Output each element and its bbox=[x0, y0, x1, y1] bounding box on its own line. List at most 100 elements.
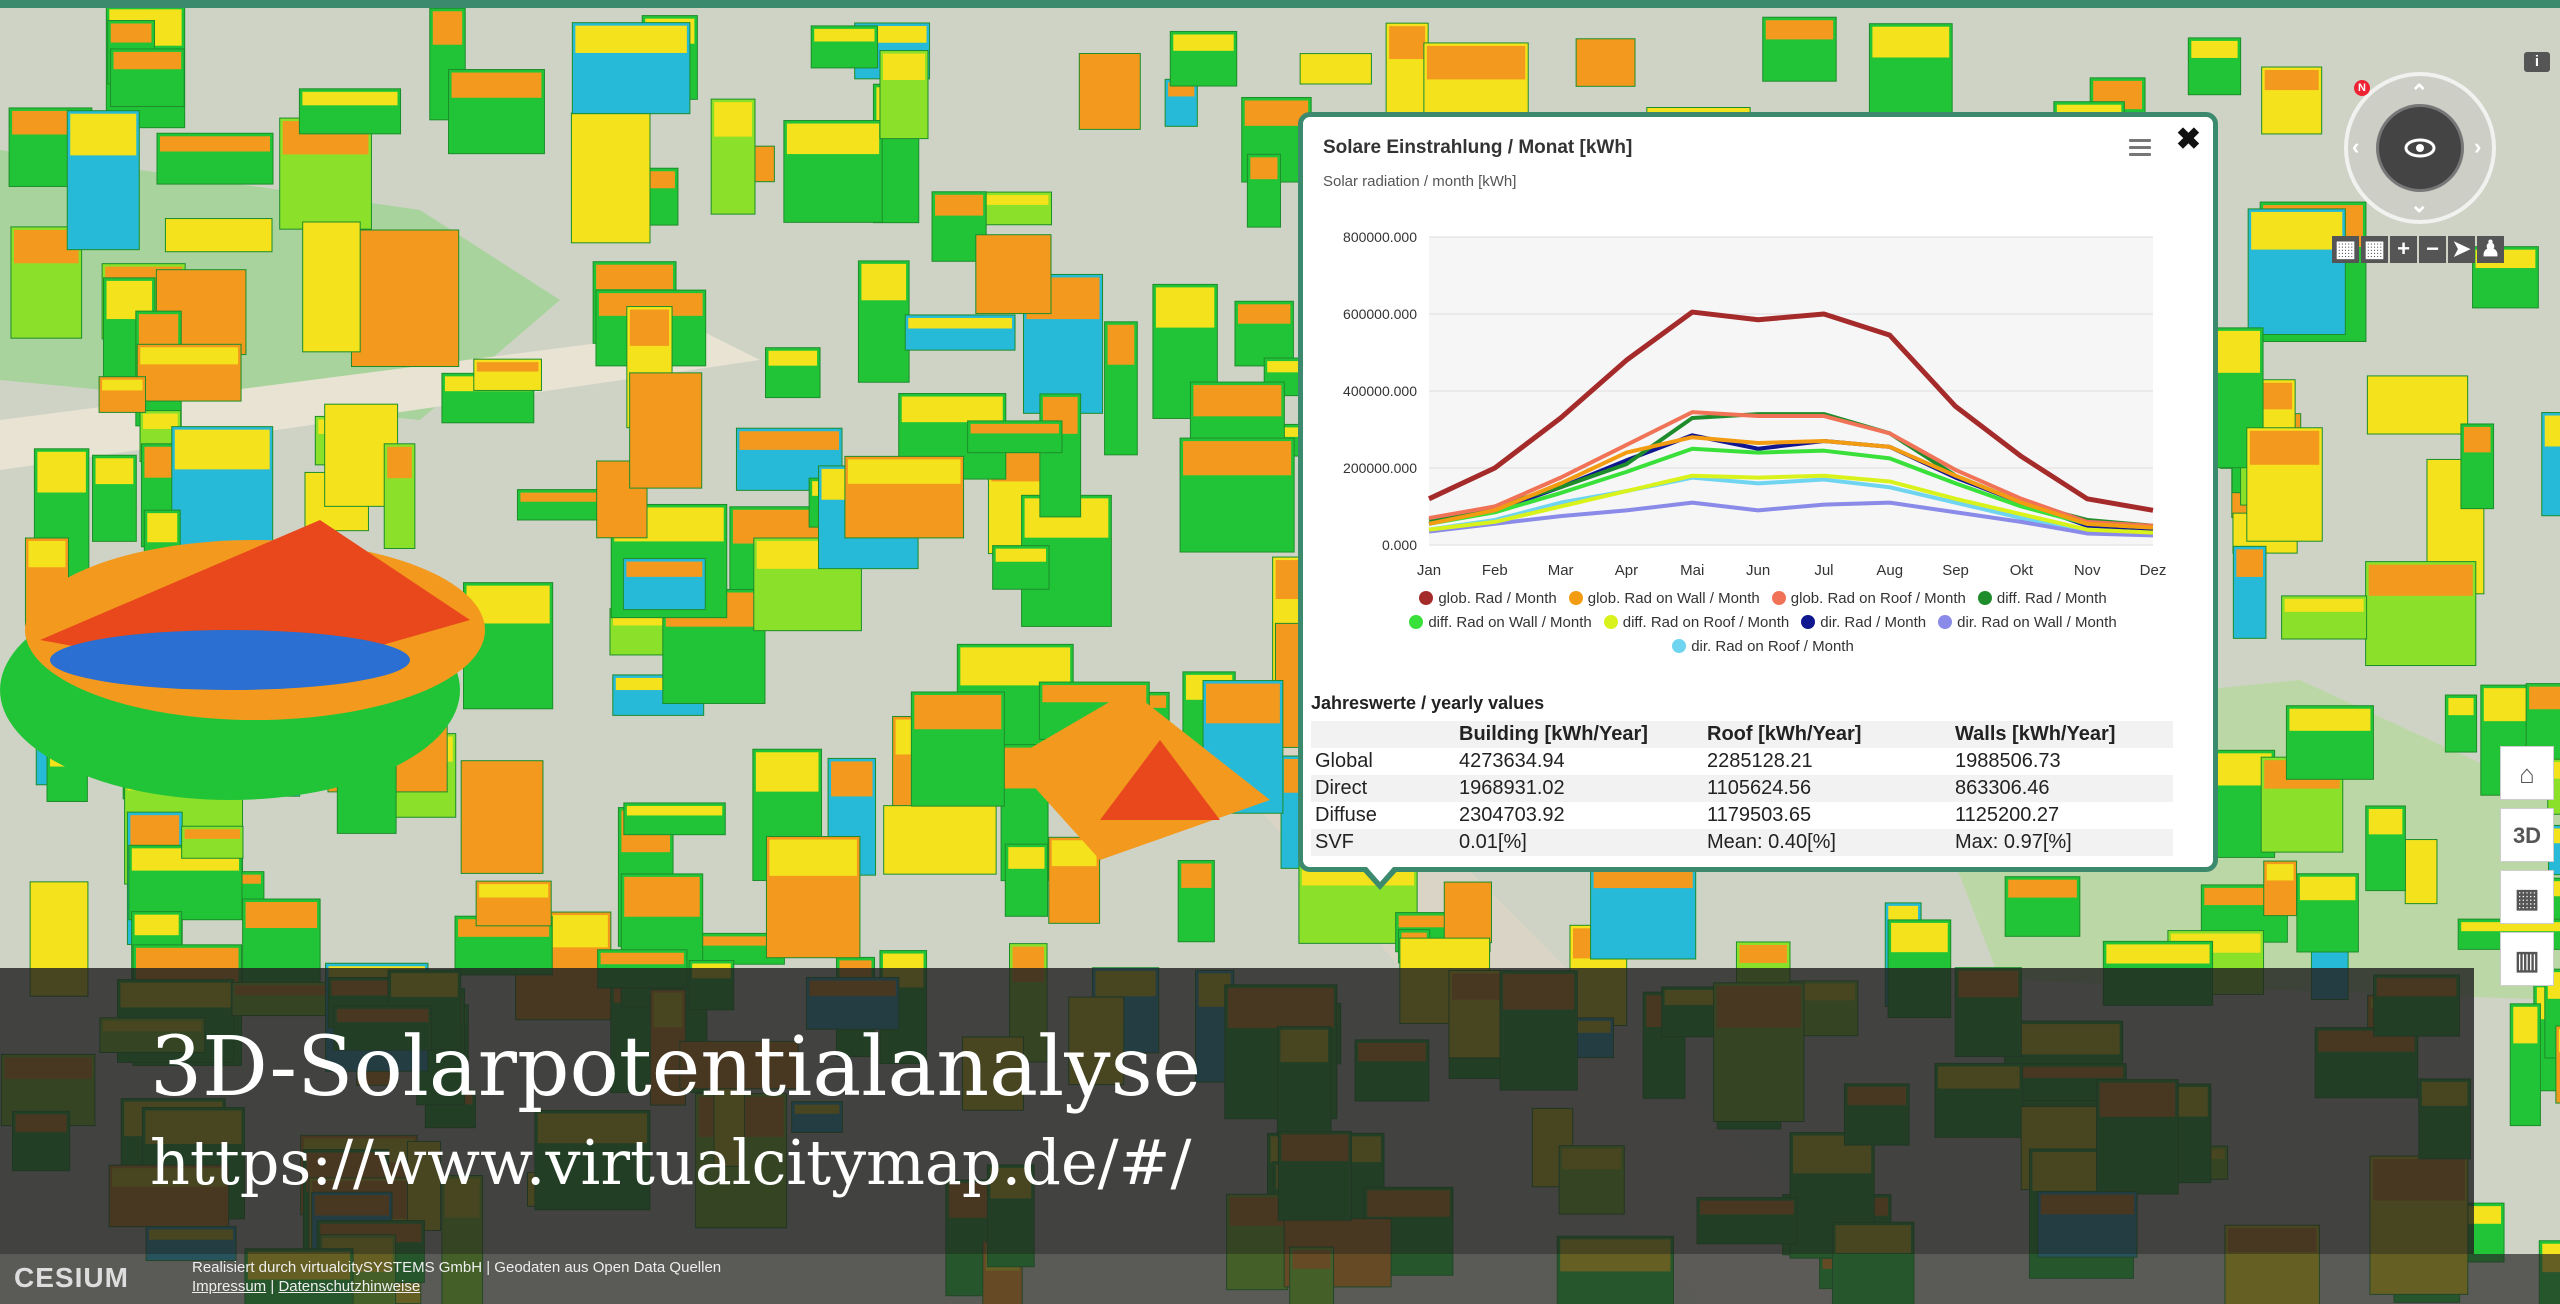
building-roof bbox=[629, 309, 670, 346]
building-roof bbox=[1237, 304, 1291, 324]
x-tick-label: Okt bbox=[2010, 562, 2034, 579]
building-roof bbox=[914, 694, 1002, 730]
building-roof bbox=[2551, 828, 2560, 844]
table-cell: SVF bbox=[1311, 829, 1455, 856]
table-cell: 2285128.21 bbox=[1703, 748, 1951, 775]
north-indicator-icon: N bbox=[2354, 80, 2370, 96]
building-roof bbox=[479, 884, 549, 898]
table-cell: 2304703.92 bbox=[1455, 802, 1703, 829]
building-roof bbox=[95, 458, 134, 485]
table-header: Roof [kWh/Year] bbox=[1703, 721, 1951, 748]
legend-item[interactable]: glob. Rad / Month bbox=[1419, 587, 1557, 611]
top-accent-bar bbox=[0, 0, 2560, 8]
legend-label: dir. Rad on Roof / Month bbox=[1691, 638, 1854, 655]
building-roof bbox=[632, 375, 699, 411]
building-roof bbox=[575, 25, 687, 53]
building-roof bbox=[1426, 45, 1526, 80]
building-roof bbox=[2558, 1028, 2560, 1053]
building-roof bbox=[755, 752, 819, 792]
legend-item[interactable]: dir. Rad on Roof / Month bbox=[1672, 635, 1854, 659]
building-roof bbox=[769, 839, 857, 876]
chart-title: Solare Einstrahlung / Monat [kWh] bbox=[1323, 137, 1633, 158]
home-button[interactable]: ⌂ bbox=[2500, 746, 2554, 800]
building-roof bbox=[995, 548, 1047, 562]
2d-map-button[interactable]: ▥ bbox=[2500, 932, 2554, 986]
rotate-right-icon[interactable]: › bbox=[2474, 134, 2482, 159]
building-roof bbox=[451, 72, 542, 98]
datenschutz-link[interactable]: Datenschutzhinweise bbox=[278, 1278, 421, 1295]
legend-dot-icon bbox=[1938, 615, 1953, 629]
building-roof bbox=[1389, 26, 1426, 60]
building-roof bbox=[2529, 686, 2560, 710]
x-tick-label: Dez bbox=[2140, 562, 2167, 579]
building-roof bbox=[2370, 378, 2465, 397]
info-button[interactable]: i bbox=[2524, 52, 2550, 72]
eye-icon[interactable] bbox=[2376, 104, 2464, 192]
building-roof bbox=[1173, 34, 1234, 51]
building-roof bbox=[2251, 211, 2343, 250]
building-roof bbox=[2550, 762, 2560, 779]
legend-item[interactable]: glob. Rad on Wall / Month bbox=[1568, 587, 1760, 611]
rotate-left-icon[interactable]: ‹ bbox=[2352, 134, 2360, 159]
zoom-out-button[interactable]: − bbox=[2419, 236, 2446, 263]
tilt-up-icon[interactable]: ⌃ bbox=[2410, 80, 2429, 105]
table-row: Direct 1968931.02 1105624.56 863306.46 bbox=[1311, 775, 2173, 802]
compass-icon[interactable]: ⌃ ⌄ ‹ › bbox=[2344, 72, 2496, 224]
pedestrian-button[interactable]: ♟ bbox=[2477, 236, 2504, 263]
building-roof bbox=[596, 264, 674, 290]
table-cell: 1968931.02 bbox=[1455, 775, 1703, 802]
building-roof bbox=[2191, 40, 2238, 58]
legend-dot-icon bbox=[1603, 615, 1618, 629]
legend-dot-icon bbox=[1568, 591, 1583, 605]
table-row: SVF 0.01[%] Mean: 0.40[%] Max: 0.97[%] bbox=[1311, 829, 2173, 856]
building-roof bbox=[768, 350, 818, 366]
impressum-link[interactable]: Impressum bbox=[192, 1278, 267, 1295]
building-roof bbox=[814, 28, 875, 42]
legend-label: glob. Rad / Month bbox=[1438, 590, 1557, 607]
banner-title: 3D-Solarpotentialanalyse bbox=[150, 1020, 1202, 1115]
table-header bbox=[1311, 721, 1455, 748]
table-cell: Mean: 0.40[%] bbox=[1703, 829, 1951, 856]
building-roof bbox=[1402, 941, 1487, 967]
table-cell: Direct bbox=[1311, 775, 1455, 802]
cesium-logo[interactable]: CESIUM bbox=[14, 1262, 129, 1293]
building-roof bbox=[113, 51, 182, 70]
side-toolbar: ⌂ 3D ▦ ▥ bbox=[2500, 746, 2554, 994]
legend-item[interactable]: dir. Rad on Wall / Month bbox=[1938, 611, 2117, 635]
building-roof bbox=[2284, 598, 2364, 612]
table-cell: 1125200.27 bbox=[1951, 802, 2173, 829]
layers-button[interactable]: ▦ bbox=[2500, 870, 2554, 924]
3d-mode-button[interactable]: 3D bbox=[2500, 808, 2554, 862]
chart-menu-icon[interactable] bbox=[2129, 139, 2151, 157]
building-roof bbox=[174, 429, 270, 470]
table-cell: 1988506.73 bbox=[1951, 748, 2173, 775]
close-button[interactable]: ✖ bbox=[2175, 123, 2201, 156]
building-roof bbox=[147, 513, 178, 543]
legend-dot-icon bbox=[1409, 615, 1424, 629]
building-roof bbox=[978, 237, 1049, 262]
solar-line-chart: 800000.000 600000.000 400000.000 200000.000… bbox=[1343, 229, 2167, 579]
building-roof bbox=[974, 195, 1049, 205]
legend-item[interactable]: diff. Rad on Roof / Month bbox=[1603, 611, 1789, 635]
tilt-view-button[interactable]: ▦ bbox=[2332, 236, 2359, 263]
zoom-in-button[interactable]: + bbox=[2390, 236, 2417, 263]
x-tick-label: Jun bbox=[1746, 562, 1770, 579]
legend-item[interactable]: dir. Rad / Month bbox=[1801, 611, 1926, 635]
x-tick-label: Jul bbox=[1814, 562, 1833, 579]
building-roof bbox=[1008, 847, 1045, 869]
legend-item[interactable]: diff. Rad / Month bbox=[1977, 587, 2107, 611]
top-view-button[interactable]: ▦ bbox=[2361, 236, 2388, 263]
tilt-down-icon[interactable]: ⌄ bbox=[2410, 192, 2429, 217]
building-roof bbox=[574, 116, 647, 156]
x-tick-label: Mar bbox=[1548, 562, 1574, 579]
legend-item[interactable]: diff. Rad on Wall / Month bbox=[1409, 611, 1592, 635]
map-toolbar: ▦ ▦ + − ➤ ♟ bbox=[2332, 236, 2504, 263]
x-tick-label: Apr bbox=[1615, 562, 1638, 579]
building-roof bbox=[1398, 915, 1488, 928]
locate-button[interactable]: ➤ bbox=[2448, 236, 2475, 263]
series-line bbox=[1428, 435, 2154, 530]
building-roof bbox=[2008, 879, 2077, 898]
building-roof bbox=[1765, 20, 1834, 40]
legend-item[interactable]: glob. Rad on Roof / Month bbox=[1771, 587, 1966, 611]
building-roof bbox=[476, 362, 539, 372]
